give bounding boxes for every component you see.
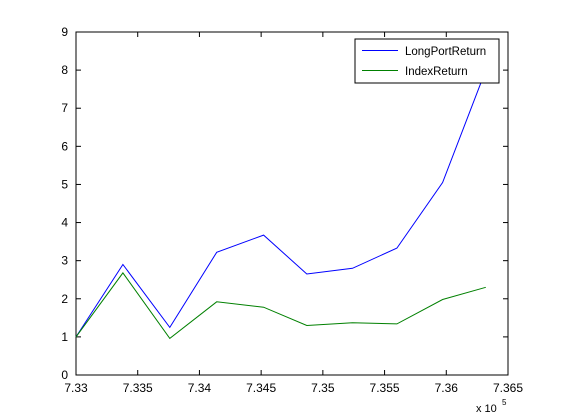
y-tick-label: 4: [61, 216, 68, 230]
y-tick-label: 0: [61, 368, 68, 382]
x-tick-label: 7.36: [435, 381, 459, 395]
legend: LongPortReturn IndexReturn: [355, 39, 499, 83]
x-tick-label: 7.35: [311, 381, 335, 395]
y-tick-label: 8: [61, 63, 68, 77]
y-tick-label: 3: [61, 254, 68, 268]
x-tick-label: 7.365: [493, 381, 523, 395]
x-tick-label: 7.33: [64, 381, 88, 395]
x-tick-label: 7.34: [188, 381, 212, 395]
y-tick-label: 7: [61, 101, 68, 115]
y-tick-label: 6: [61, 139, 68, 153]
y-tick-label: 5: [61, 177, 68, 191]
x-multiplier-base: x 10: [476, 403, 497, 415]
legend-label-longportreturn: LongPortReturn: [405, 46, 486, 58]
x-multiplier-exponent: 5: [502, 398, 507, 407]
x-tick-label: 7.335: [123, 381, 153, 395]
y-tick-label: 9: [61, 25, 68, 39]
x-axis-multiplier: x 10 5: [476, 398, 507, 415]
y-tick-label: 1: [61, 330, 68, 344]
x-tick-label: 7.345: [246, 381, 276, 395]
y-tick-label: 2: [61, 292, 68, 306]
legend-label-indexreturn: IndexReturn: [405, 66, 468, 78]
x-tick-label: 7.355: [370, 381, 400, 395]
